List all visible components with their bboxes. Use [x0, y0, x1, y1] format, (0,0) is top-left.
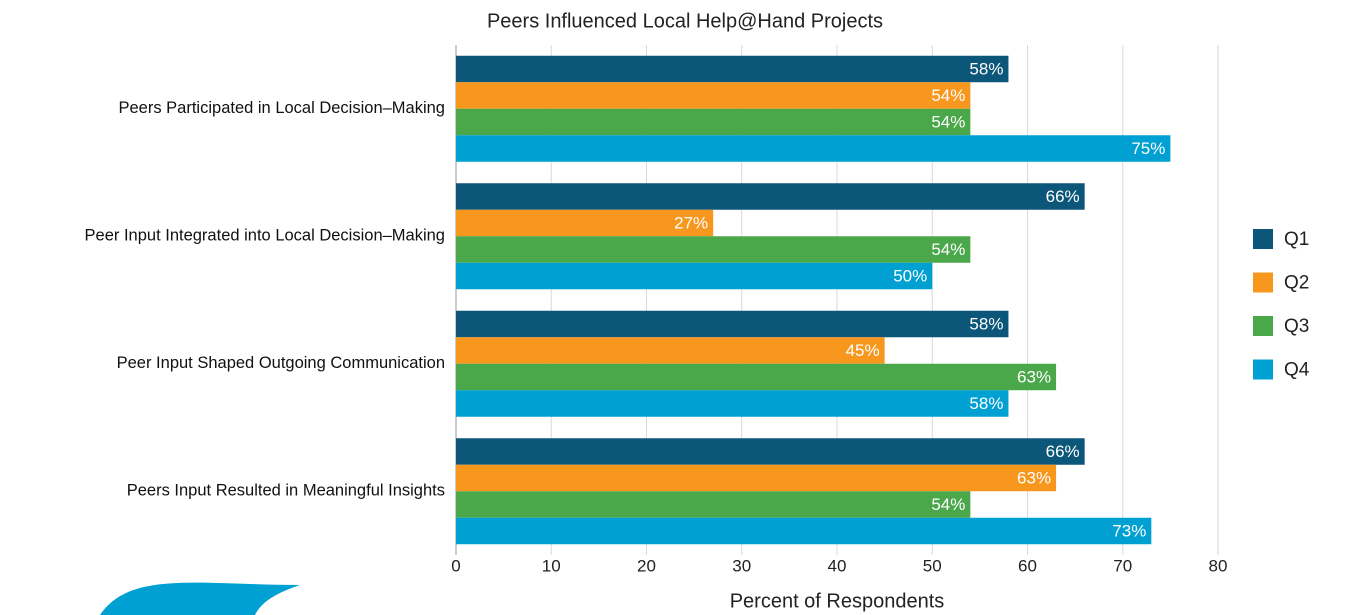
x-tick-label: 0 — [451, 556, 460, 575]
y-tick-label: Peer Input Shaped Outgoing Communication — [117, 354, 445, 372]
bar — [456, 55, 1009, 83]
bar — [456, 262, 933, 290]
value-label: 45% — [846, 341, 880, 360]
bar — [456, 363, 1057, 391]
x-tick-label: 20 — [637, 556, 656, 575]
value-label: 58% — [969, 59, 1003, 78]
y-tick-label: Peers Input Resulted in Meaningful Insig… — [127, 482, 445, 500]
value-label: 54% — [931, 112, 965, 131]
y-tick-label: Peer Input Integrated into Local Decisio… — [85, 227, 445, 245]
bar — [456, 108, 971, 136]
value-label: 66% — [1046, 442, 1080, 461]
value-label: 54% — [931, 495, 965, 514]
value-label: 73% — [1112, 521, 1146, 540]
y-tick-label: Peers Participated in Local Decision–Mak… — [118, 99, 445, 117]
value-label: 75% — [1131, 139, 1165, 158]
x-tick-label: 50 — [923, 556, 942, 575]
bar — [456, 491, 971, 518]
legend-swatch — [1253, 359, 1273, 380]
x-tick-label: 80 — [1209, 556, 1228, 575]
bar — [456, 82, 971, 109]
x-tick-label: 60 — [1018, 556, 1037, 575]
chart-title: Peers Influenced Local Help@Hand Project… — [487, 10, 883, 32]
x-tick-label: 10 — [542, 556, 561, 575]
x-tick-label: 30 — [732, 556, 751, 575]
x-tick-label: 40 — [828, 556, 847, 575]
value-label: 58% — [969, 394, 1003, 413]
bar — [456, 135, 1171, 162]
bar — [456, 183, 1085, 210]
legend-swatch — [1253, 316, 1273, 336]
value-label: 54% — [931, 86, 965, 105]
bar — [456, 464, 1057, 492]
legend-label: Q2 — [1284, 273, 1309, 294]
x-axis-title: Percent of Respondents — [730, 590, 945, 612]
legend-swatch — [1253, 229, 1273, 249]
bar — [456, 310, 1009, 338]
bar — [456, 438, 1085, 465]
legend-label: Q3 — [1284, 316, 1309, 337]
x-tick-label: 70 — [1113, 556, 1132, 575]
value-label: 50% — [893, 266, 927, 285]
legend-label: Q4 — [1284, 360, 1310, 381]
bar — [456, 236, 971, 263]
bar — [456, 209, 714, 237]
value-label: 54% — [931, 240, 965, 259]
value-label: 66% — [1046, 187, 1080, 206]
value-label: 58% — [969, 314, 1003, 333]
legend-swatch — [1253, 272, 1273, 293]
value-label: 27% — [674, 213, 708, 232]
bar — [456, 517, 1152, 545]
bar — [456, 390, 1009, 417]
bar — [456, 337, 885, 364]
legend-label: Q1 — [1284, 229, 1309, 250]
value-label: 63% — [1017, 367, 1051, 386]
logo — [100, 582, 300, 615]
value-label: 63% — [1017, 468, 1051, 487]
